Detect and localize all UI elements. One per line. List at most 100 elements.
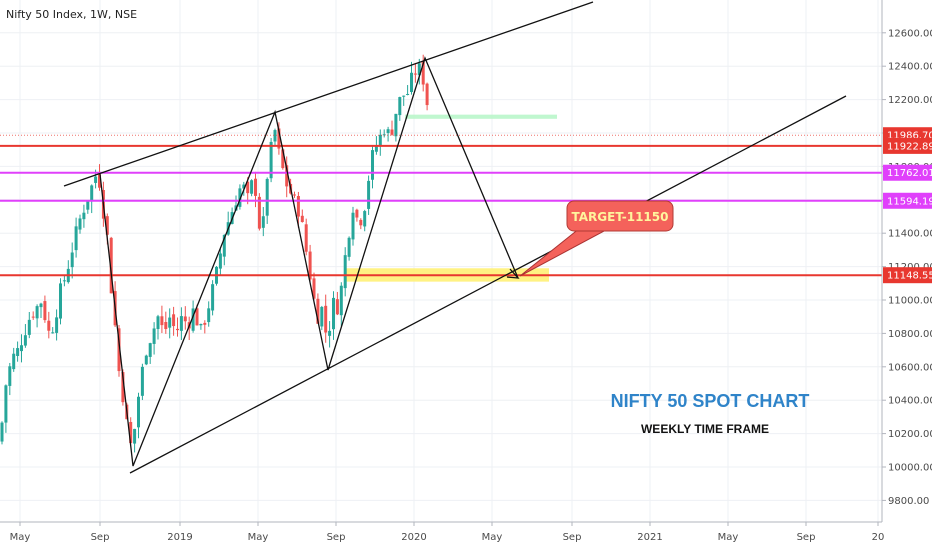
- price-tick-label: 10800.00: [888, 329, 932, 340]
- time-tick-label: 20: [872, 532, 885, 543]
- candle-body: [339, 285, 343, 316]
- symbol-title: Nifty 50 Index, 1W, NSE: [6, 8, 137, 21]
- price-tick-label: 10400.00: [888, 396, 932, 407]
- chart-annotation-title: NIFTY 50 SPOT CHART: [611, 391, 810, 411]
- candle-body: [363, 211, 367, 227]
- price-level-tag: [883, 137, 932, 154]
- candle-body: [195, 308, 199, 326]
- candle-body: [296, 195, 300, 217]
- price-level-tag: [883, 164, 932, 181]
- plot-area: [0, 0, 882, 522]
- candle-body: [140, 366, 144, 396]
- price-level-tag: [883, 192, 932, 209]
- candle-body: [390, 129, 394, 135]
- candle-body: [8, 366, 12, 386]
- time-tick-label: May: [718, 532, 739, 543]
- candle-body: [121, 372, 125, 403]
- upper-channel-line[interactable]: [63, 1, 594, 187]
- price-tick-label: 12200.00: [888, 95, 932, 106]
- candle-body: [203, 322, 207, 325]
- candle-body: [12, 353, 16, 370]
- candle-body: [402, 95, 406, 97]
- candle-body: [20, 345, 23, 352]
- candle-body: [78, 218, 82, 230]
- time-axis[interactable]: May Sep 2019 May Sep 2020 May Sep 2021 May Sep 20: [0, 521, 885, 543]
- time-tick-label: Sep: [563, 532, 582, 543]
- candle-body: [222, 234, 226, 257]
- candle-body: [172, 314, 176, 327]
- candle-body: [273, 130, 277, 142]
- candle-body: [183, 316, 187, 322]
- candle-body: [343, 255, 347, 289]
- target-callout[interactable]: TARGET-11150: [519, 200, 674, 277]
- candle-body: [137, 396, 140, 428]
- wave-zigzag[interactable]: [99, 56, 519, 467]
- candle-body: [335, 299, 339, 315]
- candle-body: [359, 219, 363, 226]
- candle-body: [179, 316, 183, 331]
- candle-body: [328, 330, 332, 336]
- candle-body: [367, 180, 371, 209]
- candle-body: [207, 308, 211, 323]
- time-tick-label: 2021: [637, 532, 662, 543]
- candle-body: [39, 303, 43, 308]
- price-level-tag-text: 11922.89: [887, 141, 932, 152]
- candle-body: [277, 128, 281, 149]
- candle-body: [417, 63, 421, 76]
- candle-body: [4, 385, 8, 423]
- candle-body: [98, 174, 101, 188]
- candle-body: [109, 237, 113, 294]
- candle-body: [23, 335, 27, 346]
- candle-body: [371, 150, 374, 180]
- candle-body: [351, 212, 355, 240]
- candle-body: [316, 298, 320, 324]
- candle-body: [168, 317, 172, 328]
- candle-body: [254, 178, 257, 196]
- candle-body: [281, 149, 285, 169]
- lower-channel-line[interactable]: [129, 95, 847, 474]
- candle-body: [86, 201, 90, 210]
- candle-body: [413, 73, 417, 75]
- price-tick-label: 10200.00: [888, 429, 932, 440]
- candle-body: [421, 61, 425, 85]
- candle-body: [293, 194, 296, 196]
- target-label: TARGET-11150: [572, 210, 669, 224]
- price-level-tag-text: 11986.70: [887, 131, 932, 142]
- candle-body: [16, 348, 20, 357]
- candle-body: [133, 428, 137, 444]
- candle-body: [160, 316, 164, 326]
- candle-body: [312, 278, 316, 299]
- price-level-tag-text: 11148.55: [887, 271, 932, 282]
- price-tick-label: 9800.00: [888, 496, 929, 507]
- time-tick-label: May: [482, 532, 503, 543]
- candle-body: [144, 355, 148, 365]
- price-tick-label: 10600.00: [888, 362, 932, 373]
- candle-body: [425, 83, 429, 106]
- candle-body: [47, 320, 51, 331]
- candle-body: [398, 97, 402, 116]
- candle-body: [74, 226, 78, 251]
- price-tick-label: 11000.00: [888, 296, 932, 307]
- price-level-tag-text: 11594.19: [887, 196, 932, 207]
- candle-body: [199, 323, 203, 326]
- candle-body: [82, 212, 86, 220]
- candle-body: [156, 316, 160, 329]
- candle-body: [70, 252, 74, 268]
- candle-body: [129, 421, 133, 444]
- candle-body: [242, 184, 246, 189]
- candle-body: [105, 216, 109, 235]
- candle-body: [43, 301, 47, 321]
- candle-body: [90, 185, 94, 202]
- candle-body: [355, 209, 359, 218]
- candle-body: [59, 283, 62, 319]
- candle-body: [191, 308, 195, 331]
- candle-body: [31, 316, 35, 318]
- time-tick-label: Sep: [327, 532, 346, 543]
- price-axis[interactable]: 12600.0012400.0012200.0012000.0011800.00…: [881, 0, 932, 550]
- candle-body: [211, 284, 215, 311]
- candle-body: [347, 237, 351, 257]
- price-level-tag-text: 11762.01: [887, 168, 932, 179]
